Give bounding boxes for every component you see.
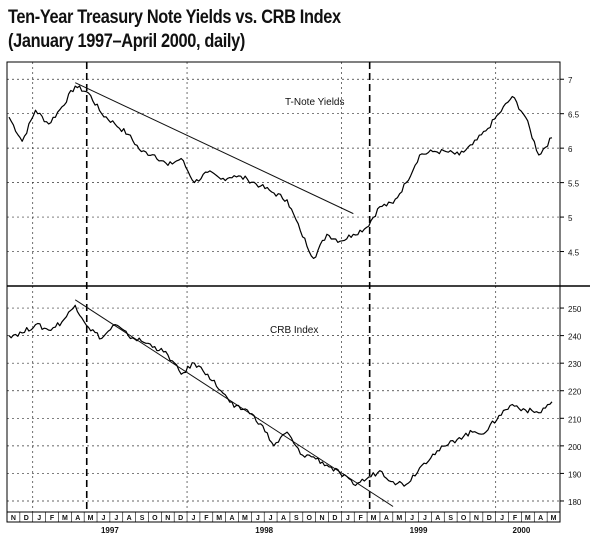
y-tick-label: 240 [568, 333, 582, 342]
y-tick-label: 4.5 [568, 249, 580, 258]
trendline-tnote [75, 82, 354, 215]
month-label: A [230, 515, 235, 522]
month-label: J [37, 515, 41, 522]
month-label: M [62, 515, 68, 522]
series-line-tnote [8, 85, 553, 259]
month-label: F [513, 515, 518, 522]
month-label: A [75, 515, 80, 522]
month-label: S [140, 515, 145, 522]
month-label: N [11, 515, 16, 522]
month-label: O [461, 515, 467, 522]
month-label: J [423, 515, 427, 522]
month-label: M [525, 515, 531, 522]
grid-layer [7, 62, 560, 512]
y-tick-label: 6 [568, 145, 573, 154]
month-label: J [256, 515, 260, 522]
y-tick-label: 210 [568, 415, 582, 424]
month-strip [6, 511, 561, 523]
month-label: J [346, 515, 350, 522]
month-label: J [192, 515, 196, 522]
y-tick-label: 250 [568, 305, 582, 314]
month-label: N [474, 515, 479, 522]
panel-frame-top [6, 61, 561, 287]
month-label: M [371, 515, 377, 522]
month-label: A [435, 515, 440, 522]
y-tick-label: 5 [568, 214, 573, 223]
y-tick-label: 230 [568, 360, 582, 369]
panel-titles: T-Note Yields CRB Index [270, 97, 344, 336]
month-label: F [204, 515, 209, 522]
month-label: M [551, 515, 557, 522]
series-line-crb [8, 304, 553, 487]
month-label: O [306, 515, 312, 522]
year-label: 1997 [101, 526, 119, 535]
y-tick-label: 6.5 [568, 111, 580, 120]
month-label: N [320, 515, 325, 522]
month-label: A [384, 515, 389, 522]
vertical-markers [85, 62, 371, 512]
month-label: J [269, 515, 273, 522]
y-tick-label: 180 [568, 498, 582, 507]
chart-title-block: Ten-Year Treasury Note Yields vs. CRB In… [8, 6, 341, 54]
month-label: M [242, 515, 248, 522]
y-tick-label: 5.5 [568, 180, 580, 189]
month-label: A [281, 515, 286, 522]
month-label: M [216, 515, 222, 522]
chart-subtitle: (January 1997–April 2000, daily) [8, 31, 245, 52]
month-label: F [359, 515, 364, 522]
month-label: S [294, 515, 299, 522]
month-label: J [410, 515, 414, 522]
y-tick-label: 190 [568, 470, 582, 479]
chart-frame [6, 61, 590, 523]
month-label: M [396, 515, 402, 522]
month-label: J [500, 515, 504, 522]
trendlines [74, 82, 394, 507]
month-label: D [332, 515, 337, 522]
year-label: 1998 [255, 526, 273, 535]
month-label: D [178, 515, 183, 522]
chart-title: Ten-Year Treasury Note Yields vs. CRB In… [8, 7, 341, 28]
y-tick-label: 200 [568, 443, 582, 452]
month-label: S [448, 515, 453, 522]
year-label: 2000 [513, 526, 531, 535]
month-label: N [165, 515, 170, 522]
panel-title-crb: CRB Index [270, 325, 318, 336]
series-lines [8, 85, 553, 487]
month-label: M [88, 515, 94, 522]
y-tick-label: 220 [568, 388, 582, 397]
panel-frame-bottom [6, 285, 561, 513]
month-label: J [102, 515, 106, 522]
y-axis-ticks: 4.5 5 5.5 6 6.5 7 180 190 200 210 220 230 240 250 [560, 76, 582, 507]
year-label: 1999 [410, 526, 428, 535]
month-label: D [24, 515, 29, 522]
trendline-crb [74, 299, 394, 507]
month-label: A [127, 515, 132, 522]
month-label: D [487, 515, 492, 522]
month-label: F [50, 515, 55, 522]
panel-title-tnote: T-Note Yields [285, 97, 344, 108]
y-tick-label: 7 [568, 76, 573, 85]
month-label: O [152, 515, 158, 522]
month-label: A [538, 515, 543, 522]
month-label: J [114, 515, 118, 522]
